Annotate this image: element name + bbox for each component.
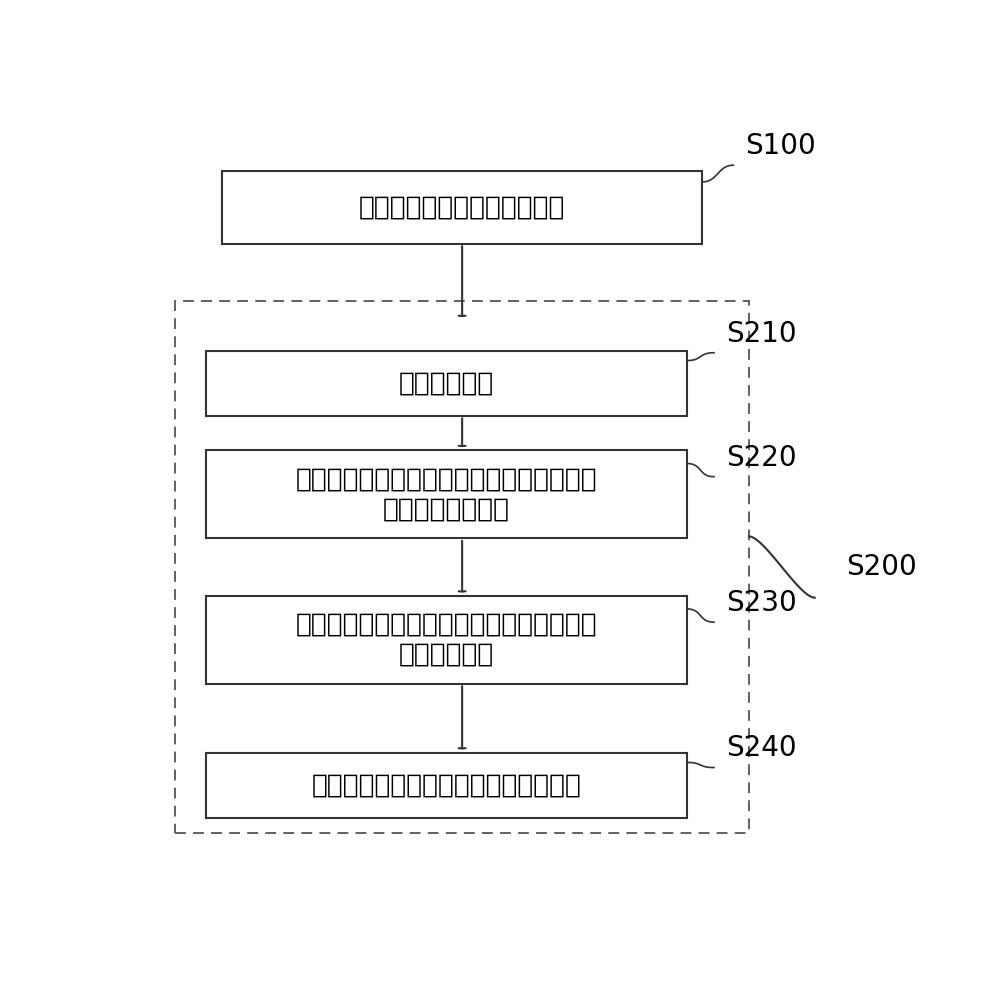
Text: S240: S240 — [726, 735, 796, 762]
Text: S100: S100 — [745, 132, 816, 160]
Text: 在等待所述第二时长后，执行断电操作: 在等待所述第二时长后，执行断电操作 — [312, 772, 582, 798]
Bar — [206, 450, 687, 539]
Text: S230: S230 — [726, 589, 796, 617]
Bar — [206, 752, 687, 818]
Text: S210: S210 — [726, 320, 796, 348]
Bar — [175, 301, 749, 833]
Bar — [206, 595, 687, 684]
Text: S200: S200 — [846, 553, 916, 581]
Text: S220: S220 — [726, 443, 796, 471]
Bar — [206, 351, 687, 415]
Text: 获得电动汽车的钥匙下电信号: 获得电动汽车的钥匙下电信号 — [359, 194, 565, 221]
Bar — [222, 171, 702, 244]
Text: 在等待所述第一时长后，对所述电动汽车的
运行数据进行保存: 在等待所述第一时长后，对所述电动汽车的 运行数据进行保存 — [296, 466, 597, 522]
Text: 在对所述电动汽车的运行数据保存完毕后，
等待第二时长: 在对所述电动汽车的运行数据保存完毕后， 等待第二时长 — [296, 611, 597, 668]
Text: 等待第一时长: 等待第一时长 — [399, 371, 494, 397]
